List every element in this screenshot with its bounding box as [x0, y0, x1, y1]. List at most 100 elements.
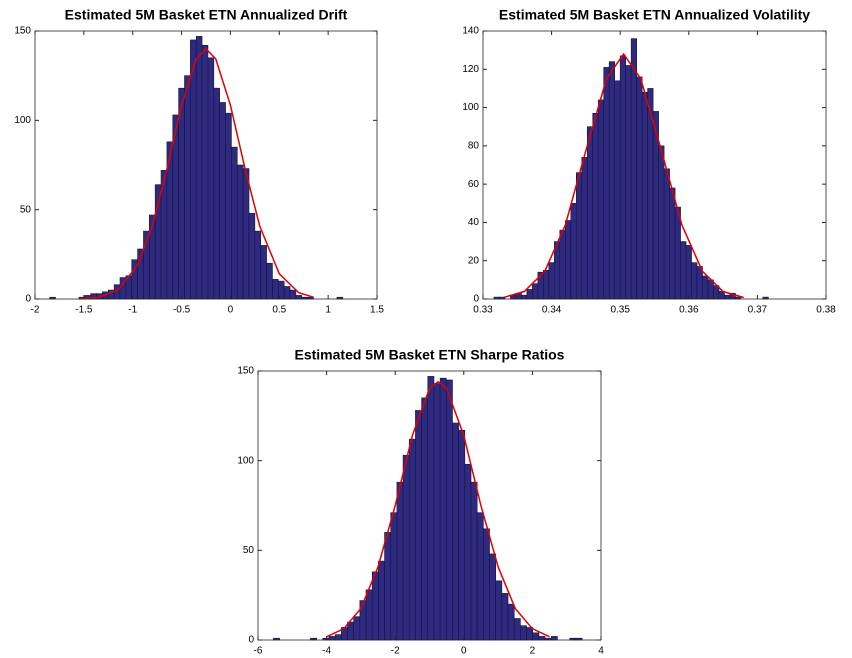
bar [532, 632, 540, 641]
y-tick-label: 0 [248, 635, 254, 646]
bar [231, 146, 238, 300]
x-tick-label: 0.36 [679, 305, 699, 316]
y-tick-label: 100 [462, 102, 479, 113]
x-tick-label: 4 [598, 646, 604, 657]
bar [470, 481, 478, 641]
bar [550, 636, 558, 641]
bar [625, 65, 632, 300]
bar [680, 241, 687, 300]
bar [207, 57, 215, 300]
chart-title: Estimated 5M Basket ETN Annualized Volat… [499, 7, 810, 23]
x-tick-label: 2 [530, 646, 536, 657]
x-tick-label: -2 [31, 305, 40, 316]
bar [446, 379, 453, 641]
bar [464, 463, 472, 641]
y-tick-label: 150 [237, 366, 254, 377]
bar [685, 245, 692, 300]
bar [213, 87, 220, 300]
bar [483, 528, 490, 641]
bar [415, 410, 422, 641]
bar [614, 80, 621, 300]
bar [476, 512, 484, 641]
bar [641, 91, 648, 300]
bar [347, 621, 354, 641]
bar [421, 397, 429, 641]
bar [718, 291, 725, 300]
chart-title: Estimated 5M Basket ETN Sharpe Ratios [295, 347, 565, 363]
bar [513, 618, 521, 641]
bar [507, 603, 515, 641]
bar [636, 76, 643, 300]
bar [570, 202, 577, 300]
bar [581, 157, 588, 300]
y-tick-label: 50 [20, 204, 32, 215]
bar [520, 625, 527, 641]
bar [359, 600, 367, 641]
bar [184, 75, 191, 300]
y-tick-label: 60 [468, 179, 480, 190]
x-tick-label: 0.38 [816, 305, 836, 316]
bar [219, 102, 226, 300]
x-tick-label: 0.35 [610, 305, 630, 316]
fit-curve [503, 52, 744, 299]
bar [543, 269, 550, 300]
bar [295, 295, 303, 300]
y-tick-label: 80 [468, 140, 480, 151]
bar [603, 67, 610, 300]
bar [402, 454, 410, 641]
bar [178, 87, 185, 300]
x-tick-label: -6 [254, 646, 263, 657]
bar [390, 512, 398, 641]
x-tick-label: 0.37 [748, 305, 768, 316]
bar [190, 39, 197, 300]
x-tick-label: -1.5 [75, 305, 93, 316]
bar [619, 55, 626, 300]
bar [195, 36, 203, 300]
bar [254, 230, 262, 300]
y-tick-label: 0 [25, 294, 31, 305]
bar [248, 212, 256, 300]
bar [597, 99, 605, 300]
axes-box [482, 30, 827, 300]
y-tick-label: 0 [473, 294, 479, 305]
bar [521, 294, 528, 300]
bar [489, 553, 496, 641]
x-tick-label: -2 [391, 646, 400, 657]
bar [328, 636, 336, 641]
y-tick-label: 140 [462, 26, 479, 37]
bar [201, 44, 209, 300]
bar [691, 262, 698, 300]
bar [526, 289, 533, 300]
bar [289, 289, 297, 300]
bar [242, 168, 250, 300]
bar [495, 580, 503, 641]
bar [283, 286, 291, 300]
bar [526, 627, 534, 641]
bar [439, 377, 447, 641]
bar [260, 245, 267, 300]
chart-title: Estimated 5M Basket ETN Annualized Drift [65, 7, 348, 23]
y-tick-label: 20 [468, 255, 480, 266]
bar [113, 284, 121, 300]
y-tick-label: 150 [14, 26, 31, 37]
bar [458, 429, 466, 641]
bar [702, 275, 709, 300]
bar [396, 481, 404, 641]
x-tick-label: -4 [322, 646, 331, 657]
bar [371, 571, 379, 641]
bar [378, 560, 385, 641]
bar [663, 168, 670, 300]
bar [707, 279, 714, 300]
bar [658, 145, 665, 300]
x-tick-label: 1 [325, 305, 331, 316]
bar [538, 636, 546, 641]
bar [427, 376, 435, 641]
x-tick-label: 1.5 [370, 305, 384, 316]
bar [554, 241, 561, 300]
x-tick-label: 0 [461, 646, 467, 657]
bar [630, 38, 637, 300]
x-tick-label: -1 [128, 305, 137, 316]
bar [433, 383, 441, 641]
bar [592, 113, 599, 300]
bar [266, 262, 273, 300]
